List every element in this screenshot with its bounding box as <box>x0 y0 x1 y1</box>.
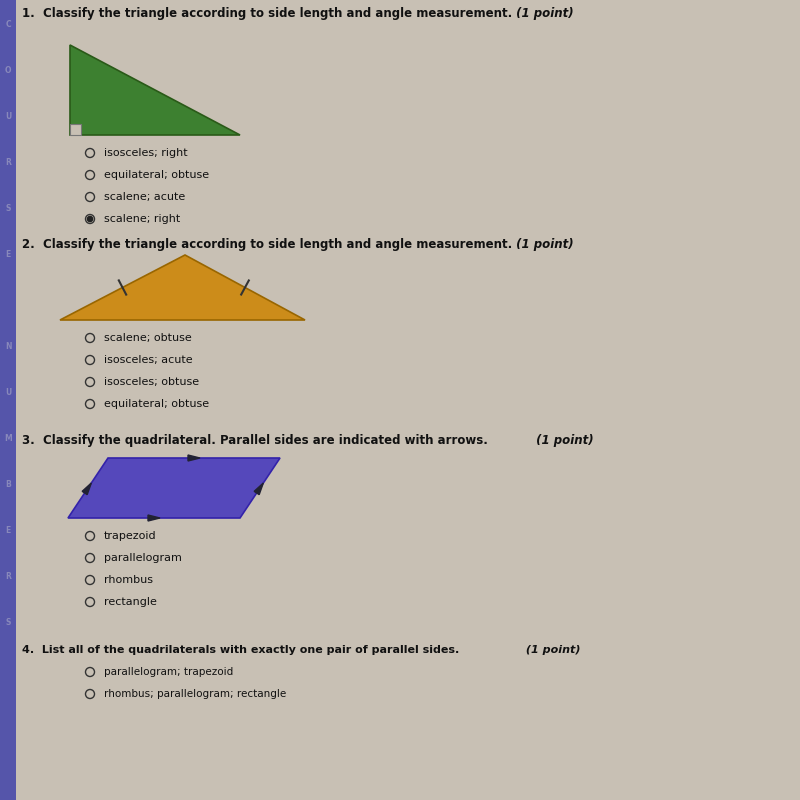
Text: S: S <box>6 618 10 627</box>
Text: isosceles; obtuse: isosceles; obtuse <box>104 377 199 387</box>
Polygon shape <box>82 483 91 494</box>
Bar <box>70 124 81 135</box>
Text: rhombus; parallelogram; rectangle: rhombus; parallelogram; rectangle <box>104 689 286 699</box>
Text: rectangle: rectangle <box>104 597 157 607</box>
Polygon shape <box>60 255 305 320</box>
Text: equilateral; obtuse: equilateral; obtuse <box>104 399 209 409</box>
Text: equilateral; obtuse: equilateral; obtuse <box>104 170 209 180</box>
Text: (1 point): (1 point) <box>522 645 581 655</box>
Text: isosceles; right: isosceles; right <box>104 148 188 158</box>
Text: R: R <box>5 158 11 167</box>
Text: parallelogram: parallelogram <box>104 553 182 563</box>
Text: E: E <box>6 250 10 259</box>
Text: rhombus: rhombus <box>104 575 153 585</box>
Text: 4.  List all of the quadrilaterals with exactly one pair of parallel sides.: 4. List all of the quadrilaterals with e… <box>22 645 459 655</box>
Text: scalene; obtuse: scalene; obtuse <box>104 333 192 343</box>
Text: (1 point): (1 point) <box>532 434 594 447</box>
Text: N: N <box>5 342 11 351</box>
Text: E: E <box>6 526 10 535</box>
Polygon shape <box>188 455 200 461</box>
Text: trapezoid: trapezoid <box>104 531 157 541</box>
Polygon shape <box>254 483 263 494</box>
Text: (1 point): (1 point) <box>512 238 574 251</box>
Text: 2.  Classify the triangle according to side length and angle measurement.: 2. Classify the triangle according to si… <box>22 238 512 251</box>
Text: O: O <box>5 66 11 75</box>
Text: isosceles; acute: isosceles; acute <box>104 355 193 365</box>
Text: 3.  Classify the quadrilateral. Parallel sides are indicated with arrows.: 3. Classify the quadrilateral. Parallel … <box>22 434 488 447</box>
Text: scalene; acute: scalene; acute <box>104 192 186 202</box>
Text: C: C <box>5 20 11 29</box>
Polygon shape <box>68 458 280 518</box>
Text: U: U <box>5 112 11 121</box>
Polygon shape <box>148 515 160 521</box>
Polygon shape <box>70 45 240 135</box>
Text: 1.  Classify the triangle according to side length and angle measurement.: 1. Classify the triangle according to si… <box>22 7 512 20</box>
Text: (1 point): (1 point) <box>512 7 574 20</box>
Circle shape <box>87 216 93 222</box>
Text: M: M <box>4 434 12 443</box>
Text: scalene; right: scalene; right <box>104 214 180 224</box>
Text: B: B <box>5 480 11 489</box>
Text: R: R <box>5 572 11 581</box>
Text: parallelogram; trapezoid: parallelogram; trapezoid <box>104 667 234 677</box>
Text: S: S <box>6 204 10 213</box>
Text: U: U <box>5 388 11 397</box>
Bar <box>0 0 16 800</box>
